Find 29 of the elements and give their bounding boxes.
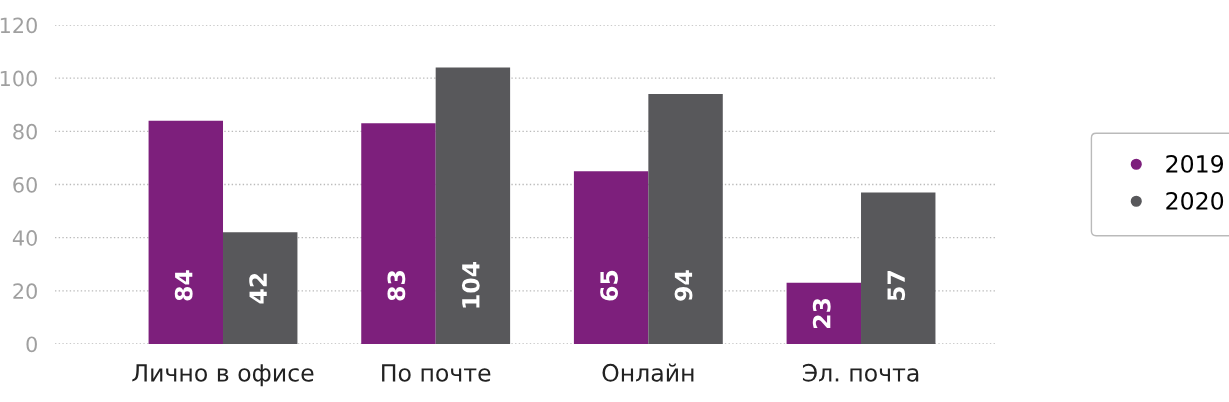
bar	[361, 123, 436, 344]
y-tick-label: 0	[26, 336, 37, 353]
x-tick-label: Эл. почта	[802, 363, 919, 382]
data-label: 57	[887, 270, 906, 301]
y-tick-label: 120	[0, 17, 37, 34]
bar	[573, 171, 649, 344]
x-tick-label: Онлайн	[602, 363, 694, 382]
bar	[223, 232, 298, 344]
bar	[435, 67, 511, 344]
y-tick-label: 20	[13, 283, 37, 300]
data-label: 84	[174, 270, 193, 301]
y-tick-label: 60	[13, 176, 37, 193]
y-tick-label: 80	[13, 123, 37, 140]
data-label: 83	[387, 270, 406, 301]
data-label: 94	[674, 270, 693, 301]
data-label: 65	[600, 270, 618, 301]
x-tick-label: По почте	[382, 364, 491, 382]
bar	[786, 282, 862, 344]
data-label: 42	[249, 273, 267, 304]
bar	[861, 192, 936, 344]
legend-label: 2019	[1166, 154, 1224, 173]
legend-label: 2020	[1166, 192, 1224, 210]
bar	[148, 120, 224, 344]
data-label: 104	[461, 261, 480, 308]
y-tick-label: 100	[0, 70, 37, 87]
data-label: 23	[812, 298, 831, 328]
y-tick-label: 40	[12, 230, 37, 246]
x-tick-label: Лично в офисе	[132, 364, 314, 387]
bar	[648, 94, 723, 344]
